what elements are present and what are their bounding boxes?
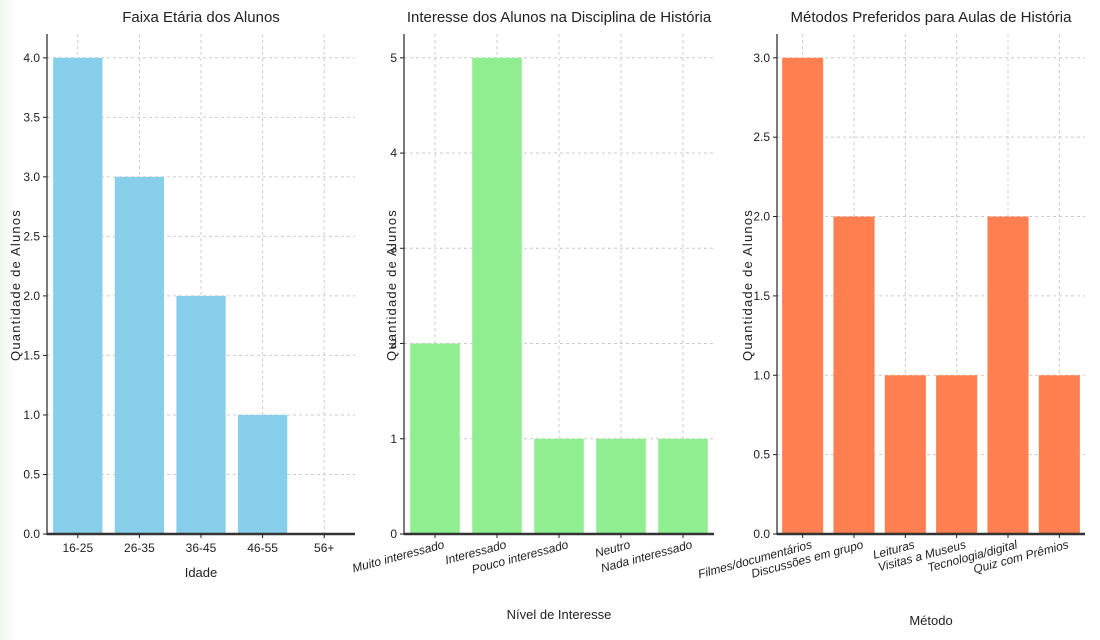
y-tick-label: 3.5 <box>23 110 40 124</box>
x-tick-label: 16-25 <box>62 541 93 555</box>
bar <box>658 438 708 534</box>
chart-title: Métodos Preferidos para Aulas de Históri… <box>791 9 1073 26</box>
bar <box>472 57 522 535</box>
y-tick-label: 1.0 <box>23 408 40 422</box>
bar <box>237 414 288 534</box>
x-tick-label: 36-45 <box>186 541 217 555</box>
y-tick-label: 5 <box>390 51 397 65</box>
y-axis-label: Quantidade de Alunos <box>8 209 23 361</box>
y-tick-label: 1 <box>390 432 397 446</box>
x-axis-label: Nível de Interesse <box>507 607 612 622</box>
y-tick-label: 0.0 <box>23 527 40 541</box>
chart-1: 0.0 0.5 1.0 1.5 2.0 2.5 3.0 3.5 4.0 16-25 26-35 36-… <box>8 9 355 580</box>
bar <box>596 438 646 534</box>
bar <box>884 375 926 534</box>
bar <box>782 57 824 535</box>
y-tick-label: 2.5 <box>23 229 40 243</box>
bar <box>410 343 460 534</box>
x-tick-label: 26-35 <box>124 541 155 555</box>
y-tick-label: 1.5 <box>23 348 40 362</box>
y-tick-label: 3 <box>390 241 397 255</box>
y-tick-label: 0.0 <box>753 527 770 541</box>
y-axis-label: Quantidade de Alunos <box>740 209 755 361</box>
bar <box>53 57 103 535</box>
y-tick-label: 3.0 <box>23 170 40 184</box>
bar <box>114 176 165 534</box>
y-tick-label: 1.0 <box>753 368 770 382</box>
chart-3: 0.00.51.01.52.02.53.0Filmes/documentário… <box>696 9 1085 628</box>
bar <box>534 438 584 534</box>
x-axis-label: Método <box>909 613 952 628</box>
y-tick-label: 0.5 <box>23 467 40 481</box>
bar <box>176 295 226 534</box>
y-tick-label: 1.5 <box>753 289 770 303</box>
y-tick-label: 4 <box>390 146 397 160</box>
y-tick-label: 2.5 <box>753 130 770 144</box>
y-tick-label: 4.0 <box>23 51 40 65</box>
chart-title: Interesse dos Alunos na Disciplina de Hi… <box>407 9 712 26</box>
y-tick-label: 0 <box>390 527 397 541</box>
chart-title: Faixa Etária dos Alunos <box>122 9 280 26</box>
y-tick-label: 3.0 <box>753 51 770 65</box>
bar <box>1038 375 1080 534</box>
bar <box>987 216 1029 535</box>
x-tick-label: 46-55 <box>247 541 278 555</box>
x-axis-label: Idade <box>185 565 218 580</box>
y-axis-label: Quantidade de Alunos <box>384 209 399 361</box>
bar <box>833 216 875 535</box>
x-tick-label: Muito interessado <box>351 537 446 575</box>
left-edge-band <box>0 0 16 640</box>
y-tick-label: 0.5 <box>753 448 770 462</box>
x-tick-label: 56+ <box>314 541 334 555</box>
y-tick-label: 2.0 <box>23 289 40 303</box>
bar <box>936 375 978 534</box>
y-tick-label: 2.0 <box>753 210 770 224</box>
y-tick-label: 2 <box>390 337 397 351</box>
